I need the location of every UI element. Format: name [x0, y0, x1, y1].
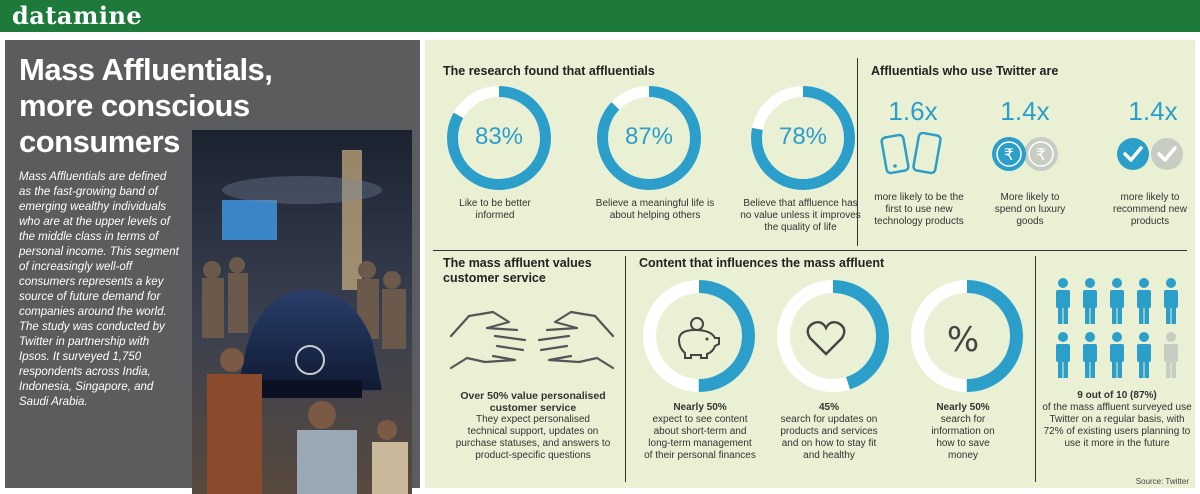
person-icon: [1083, 278, 1097, 324]
svg-text:₹: ₹: [1004, 145, 1014, 164]
person-icon: [1056, 332, 1070, 378]
person-icon: [1164, 332, 1178, 378]
content-ring-2: [777, 280, 889, 392]
intro-panel: Mass Affluentials, more conscious consum…: [5, 40, 420, 494]
svg-text:%: %: [947, 320, 979, 359]
person-icon: [1110, 278, 1124, 324]
twitter-caption-1: more likely to be the first to use new t…: [874, 192, 964, 227]
content-ring-3: [911, 280, 1023, 392]
research-ring-3-value: 78%: [778, 123, 828, 150]
research-ring-3-arc: [751, 86, 855, 190]
auto-show-photo: [192, 130, 412, 494]
hands-icon: [449, 310, 615, 370]
people-pictogram: [1056, 278, 1178, 378]
content-ring-1-arc: [643, 280, 755, 392]
checkmark-icon: [1117, 138, 1183, 170]
people-caption: 9 out of 10 (87%) of the mass affluent s…: [1042, 390, 1192, 449]
content-caption-3: Nearly 50% search for information on how…: [931, 402, 995, 461]
rupee-coin-icon: ₹ ₹: [992, 137, 1058, 171]
research-caption-1: Like to be better informed: [459, 198, 531, 221]
research-section-title: The research found that affluentials: [443, 64, 655, 78]
divider-vertical-top: [857, 58, 858, 246]
piggy-bank-icon: [677, 317, 720, 359]
content-ring-1: [643, 280, 755, 392]
person-icon: [1137, 278, 1151, 324]
research-ring-3: 78%: [751, 86, 855, 190]
person-icon: [1137, 332, 1151, 378]
person-icon: [1110, 332, 1124, 378]
source-note: Source: Twitter: [1135, 477, 1189, 486]
content-caption-1: Nearly 50% expect to see content about s…: [644, 402, 756, 461]
divider-vertical-people: [1035, 256, 1036, 482]
section-name: datamine: [12, 1, 143, 30]
page-title: Mass Affluentials, more conscious consum…: [19, 52, 409, 160]
twitter-caption-2: More likely to spend on luxury goods: [994, 192, 1066, 227]
content-ring-3-arc: [911, 280, 1023, 392]
service-caption: Over 50% value personalised customer ser…: [455, 390, 611, 461]
content-caption-2: 45% search for updates on products and s…: [780, 402, 878, 461]
research-ring-2: 87%: [597, 86, 701, 190]
smartphone-icon: [880, 132, 942, 175]
divider-vertical-service: [625, 256, 626, 482]
research-caption-2: Believe a meaningful life is about helpi…: [595, 198, 715, 221]
research-ring-1-value: 83%: [474, 123, 524, 150]
research-ring-2-arc: [597, 86, 701, 190]
person-icon: [1164, 278, 1178, 324]
service-section-title: The mass affluent values customer servic…: [443, 256, 592, 285]
person-icon: [1083, 332, 1097, 378]
twitter-stat-3: 1.4x: [1128, 96, 1178, 126]
title-line-2: more conscious consumers: [19, 88, 250, 159]
content-section-title: Content that influences the mass affluen…: [639, 256, 885, 270]
research-caption-3: Believe that affluence has no value unle…: [740, 198, 861, 233]
intro-description: Mass Affluentials are defined as the fas…: [19, 171, 179, 408]
section-tag: datamine: [0, 0, 1200, 32]
content-ring-2-arc: [777, 280, 889, 392]
research-ring-1: 83%: [447, 86, 551, 190]
twitter-stat-2: 1.4x: [1000, 96, 1050, 126]
research-ring-2-value: 87%: [624, 123, 674, 150]
heart-icon: [806, 320, 846, 356]
person-icon: [1056, 278, 1070, 324]
divider-horizontal: [433, 250, 1187, 251]
twitter-stat-1: 1.6x: [888, 96, 938, 126]
page-header: datamine: [0, 0, 1200, 32]
twitter-section-title: Affluentials who use Twitter are: [871, 64, 1059, 78]
findings-panel: The research found that affluentials Lik…: [425, 40, 1195, 488]
twitter-caption-3: more likely to recommend new products: [1113, 192, 1187, 227]
research-ring-1-arc: [447, 86, 551, 190]
percent-icon: %: [947, 320, 979, 359]
title-line-1: Mass Affluentials,: [19, 52, 273, 87]
svg-text:₹: ₹: [1036, 145, 1046, 164]
